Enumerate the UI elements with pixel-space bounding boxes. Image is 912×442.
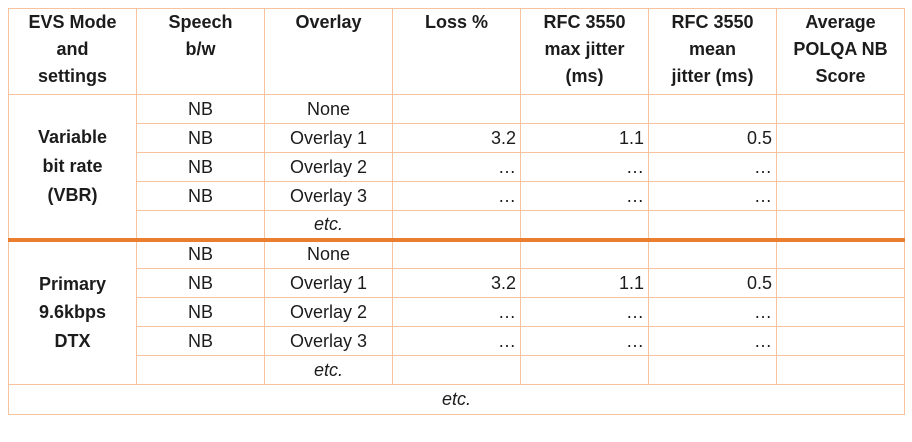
cell-overlay: Overlay 1 <box>264 123 393 153</box>
group-primary-dtx: Primary 9.6kbps DTX NB None NB Overlay 1… <box>8 237 905 385</box>
cell-loss <box>392 210 521 240</box>
cell-mean-jitter: 0.5 <box>648 123 777 153</box>
cell-max-jitter: … <box>520 326 649 356</box>
cell-overlay: Overlay 2 <box>264 152 393 182</box>
cell-overlay: None <box>264 94 393 124</box>
table-row: Primary 9.6kbps DTX NB None <box>8 237 905 385</box>
cell-polqa <box>776 355 905 385</box>
cell-max-jitter: 1.1 <box>520 268 649 298</box>
cell-polqa <box>776 297 905 327</box>
cell-polqa <box>776 326 905 356</box>
cell-overlay: Overlay 3 <box>264 326 393 356</box>
cell-overlay: Overlay 1 <box>264 268 393 298</box>
cell-loss <box>392 94 521 124</box>
table-row: Variable bit rate (VBR) NB None <box>8 94 905 240</box>
cell-polqa <box>776 268 905 298</box>
cell-polqa <box>776 181 905 211</box>
cell-max-jitter <box>520 355 649 385</box>
cell-loss <box>392 237 521 269</box>
cell-speech-bw: NB <box>136 94 265 124</box>
cell-max-jitter: … <box>520 152 649 182</box>
evs-results-table: EVS Mode and settings Speech b/w Overlay… <box>8 8 905 415</box>
table-row: NB Overlay 1 3.2 1.1 0.5 <box>9 268 905 298</box>
cell-mean-jitter <box>648 210 777 240</box>
group-vbr: Variable bit rate (VBR) NB None NB Overl… <box>8 94 905 240</box>
cell-mean-jitter: 0.5 <box>648 268 777 298</box>
cell-loss: … <box>392 181 521 211</box>
cell-loss <box>392 355 521 385</box>
column-header-max-jitter: RFC 3550 max jitter (ms) <box>520 8 649 95</box>
cell-polqa <box>776 94 905 124</box>
cell-loss: … <box>392 297 521 327</box>
cell-mean-jitter: … <box>648 181 777 211</box>
column-header-polqa-score: Average POLQA NB Score <box>776 8 905 95</box>
cell-loss: … <box>392 152 521 182</box>
cell-mean-jitter <box>648 237 777 269</box>
cell-speech-bw: NB <box>136 326 265 356</box>
column-header-mean-jitter: RFC 3550 mean jitter (ms) <box>648 8 777 95</box>
footer-row: etc. <box>8 384 905 415</box>
cell-mean-jitter: … <box>648 326 777 356</box>
cell-speech-bw: NB <box>136 268 265 298</box>
cell-polqa <box>776 237 905 269</box>
cell-overlay: None <box>264 237 393 269</box>
cell-speech-bw <box>136 355 265 385</box>
table-row: etc. <box>9 210 905 240</box>
table-row: etc. <box>9 355 905 385</box>
cell-polqa <box>776 210 905 240</box>
group-label-vbr: Variable bit rate (VBR) <box>8 94 137 240</box>
cell-mean-jitter: … <box>648 297 777 327</box>
column-header-speech-bw: Speech b/w <box>136 8 265 95</box>
cell-loss: 3.2 <box>392 123 521 153</box>
cell-mean-jitter <box>648 355 777 385</box>
cell-speech-bw: NB <box>136 297 265 327</box>
cell-speech-bw: NB <box>136 181 265 211</box>
table-row: NB Overlay 3 … … … <box>9 181 905 211</box>
cell-max-jitter: … <box>520 297 649 327</box>
cell-polqa <box>776 152 905 182</box>
cell-max-jitter <box>520 210 649 240</box>
cell-speech-bw: NB <box>136 123 265 153</box>
cell-max-jitter: … <box>520 181 649 211</box>
table-row: NB Overlay 2 … … … <box>9 152 905 182</box>
cell-speech-bw <box>136 210 265 240</box>
cell-overlay-etc: etc. <box>264 210 393 240</box>
table-row: NB Overlay 2 … … … <box>9 297 905 327</box>
cell-mean-jitter <box>648 94 777 124</box>
header-row: EVS Mode and settings Speech b/w Overlay… <box>8 8 905 95</box>
cell-polqa <box>776 123 905 153</box>
cell-loss: … <box>392 326 521 356</box>
cell-overlay-etc: etc. <box>264 355 393 385</box>
footer-etc-cell: etc. <box>8 384 905 415</box>
table-row: NB Overlay 1 3.2 1.1 0.5 <box>9 123 905 153</box>
cell-speech-bw: NB <box>136 152 265 182</box>
cell-overlay: Overlay 2 <box>264 297 393 327</box>
table-row: NB Overlay 3 … … … <box>9 326 905 356</box>
column-header-evs-mode: EVS Mode and settings <box>8 8 137 95</box>
cell-max-jitter <box>520 94 649 124</box>
cell-max-jitter <box>520 237 649 269</box>
cell-loss: 3.2 <box>392 268 521 298</box>
cell-max-jitter: 1.1 <box>520 123 649 153</box>
cell-overlay: Overlay 3 <box>264 181 393 211</box>
group-label-primary-dtx: Primary 9.6kbps DTX <box>8 237 137 385</box>
column-header-overlay: Overlay <box>264 8 393 95</box>
column-header-loss: Loss % <box>392 8 521 95</box>
cell-speech-bw: NB <box>136 237 265 269</box>
table-header: EVS Mode and settings Speech b/w Overlay… <box>8 8 905 95</box>
cell-mean-jitter: … <box>648 152 777 182</box>
table-footer: etc. <box>8 384 905 415</box>
